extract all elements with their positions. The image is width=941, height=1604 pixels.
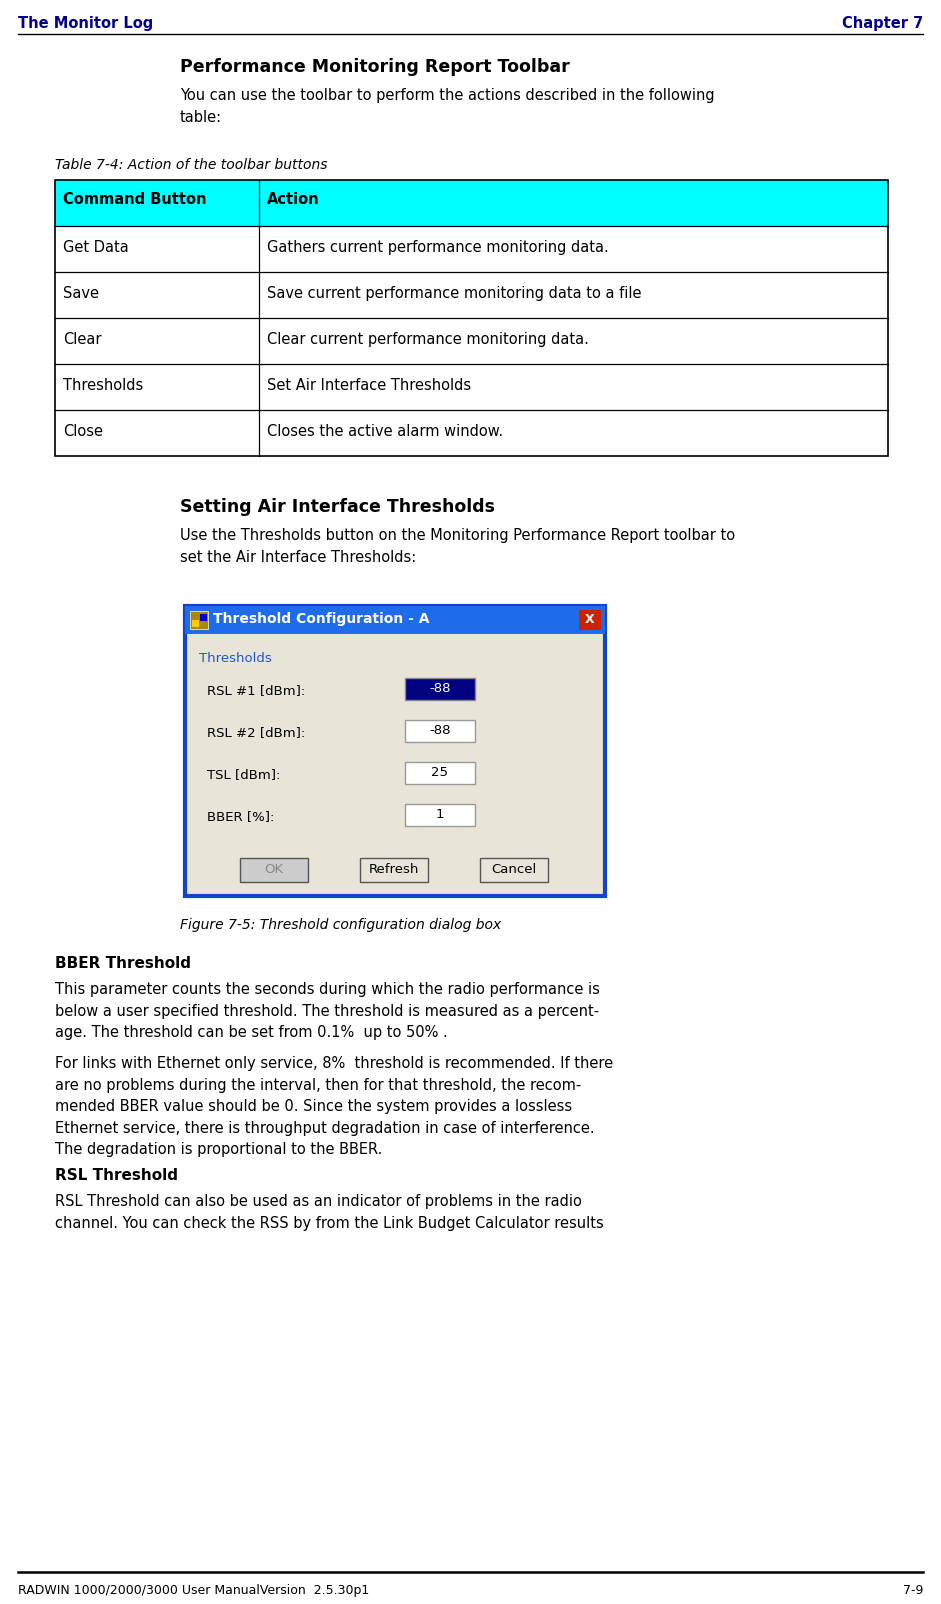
Bar [55,273,888,318]
Bar [405,804,475,826]
Text: Save current performance monitoring data to a file: Save current performance monitoring data… [267,286,642,302]
Bar [55,226,888,273]
Text: X: X [585,613,595,626]
Bar [185,606,605,634]
Bar [405,678,475,699]
Text: Cancel: Cancel [491,863,536,876]
Text: Close: Close [63,423,103,439]
Text: BBER [%]:: BBER [%]: [207,810,275,823]
Bar [55,411,888,456]
Text: RSL #1 [dBm]:: RSL #1 [dBm]: [207,683,305,698]
Text: Refresh: Refresh [369,863,419,876]
Text: Action: Action [267,192,320,207]
Text: Clear: Clear [63,332,102,346]
Bar [55,318,888,364]
Text: You can use the toolbar to perform the actions described in the following
table:: You can use the toolbar to perform the a… [180,88,714,125]
Text: RSL #2 [dBm]:: RSL #2 [dBm]: [207,727,305,739]
Text: Thresholds: Thresholds [199,651,272,666]
Bar [480,858,548,882]
Bar [185,606,605,897]
Text: Get Data: Get Data [63,241,129,255]
Bar [192,621,199,627]
Text: Table 7-4: Action of the toolbar buttons: Table 7-4: Action of the toolbar buttons [55,159,327,172]
Bar [55,180,888,226]
Text: -88: -88 [429,682,451,695]
Text: OK: OK [264,863,283,876]
Bar [200,614,207,621]
Text: TSL [dBm]:: TSL [dBm]: [207,768,280,781]
Text: Setting Air Interface Thresholds: Setting Air Interface Thresholds [180,497,495,516]
Text: Command Button: Command Button [63,192,206,207]
Text: Performance Monitoring Report Toolbar: Performance Monitoring Report Toolbar [180,58,569,75]
Text: 1: 1 [436,808,444,821]
Text: Use the Thresholds button on the Monitoring Performance Report toolbar to
set th: Use the Thresholds button on the Monitor… [180,528,735,565]
Bar [405,720,475,743]
Text: This parameter counts the seconds during which the radio performance is
below a : This parameter counts the seconds during… [55,982,599,1041]
Text: Threshold Configuration - A: Threshold Configuration - A [213,613,429,626]
Text: Set Air Interface Thresholds: Set Air Interface Thresholds [267,379,471,393]
Text: RSL Threshold can also be used as an indicator of problems in the radio
channel.: RSL Threshold can also be used as an ind… [55,1193,604,1230]
Bar [240,858,308,882]
Bar [55,364,888,411]
Text: 25: 25 [432,767,449,780]
Bar [190,611,208,629]
Bar [55,180,888,456]
Bar [405,762,475,784]
Bar [579,610,601,630]
Text: Save: Save [63,286,99,302]
Text: Closes the active alarm window.: Closes the active alarm window. [267,423,503,439]
Text: BBER Threshold: BBER Threshold [55,956,191,970]
Text: For links with Ethernet only service, 8%  threshold is recommended. If there
are: For links with Ethernet only service, 8%… [55,1055,614,1158]
Text: RSL Threshold: RSL Threshold [55,1168,178,1184]
Text: The Monitor Log: The Monitor Log [18,16,153,30]
Text: 7-9: 7-9 [902,1585,923,1598]
Text: Gathers current performance monitoring data.: Gathers current performance monitoring d… [267,241,609,255]
Text: Thresholds: Thresholds [63,379,143,393]
Bar [360,858,428,882]
Text: -88: -88 [429,723,451,736]
Text: RADWIN 1000/2000/3000 User ManualVersion  2.5.30p1: RADWIN 1000/2000/3000 User ManualVersion… [18,1585,369,1598]
Text: Clear current performance monitoring data.: Clear current performance monitoring dat… [267,332,589,346]
Text: Chapter 7: Chapter 7 [842,16,923,30]
Text: Figure 7-5: Threshold configuration dialog box: Figure 7-5: Threshold configuration dial… [180,917,502,932]
